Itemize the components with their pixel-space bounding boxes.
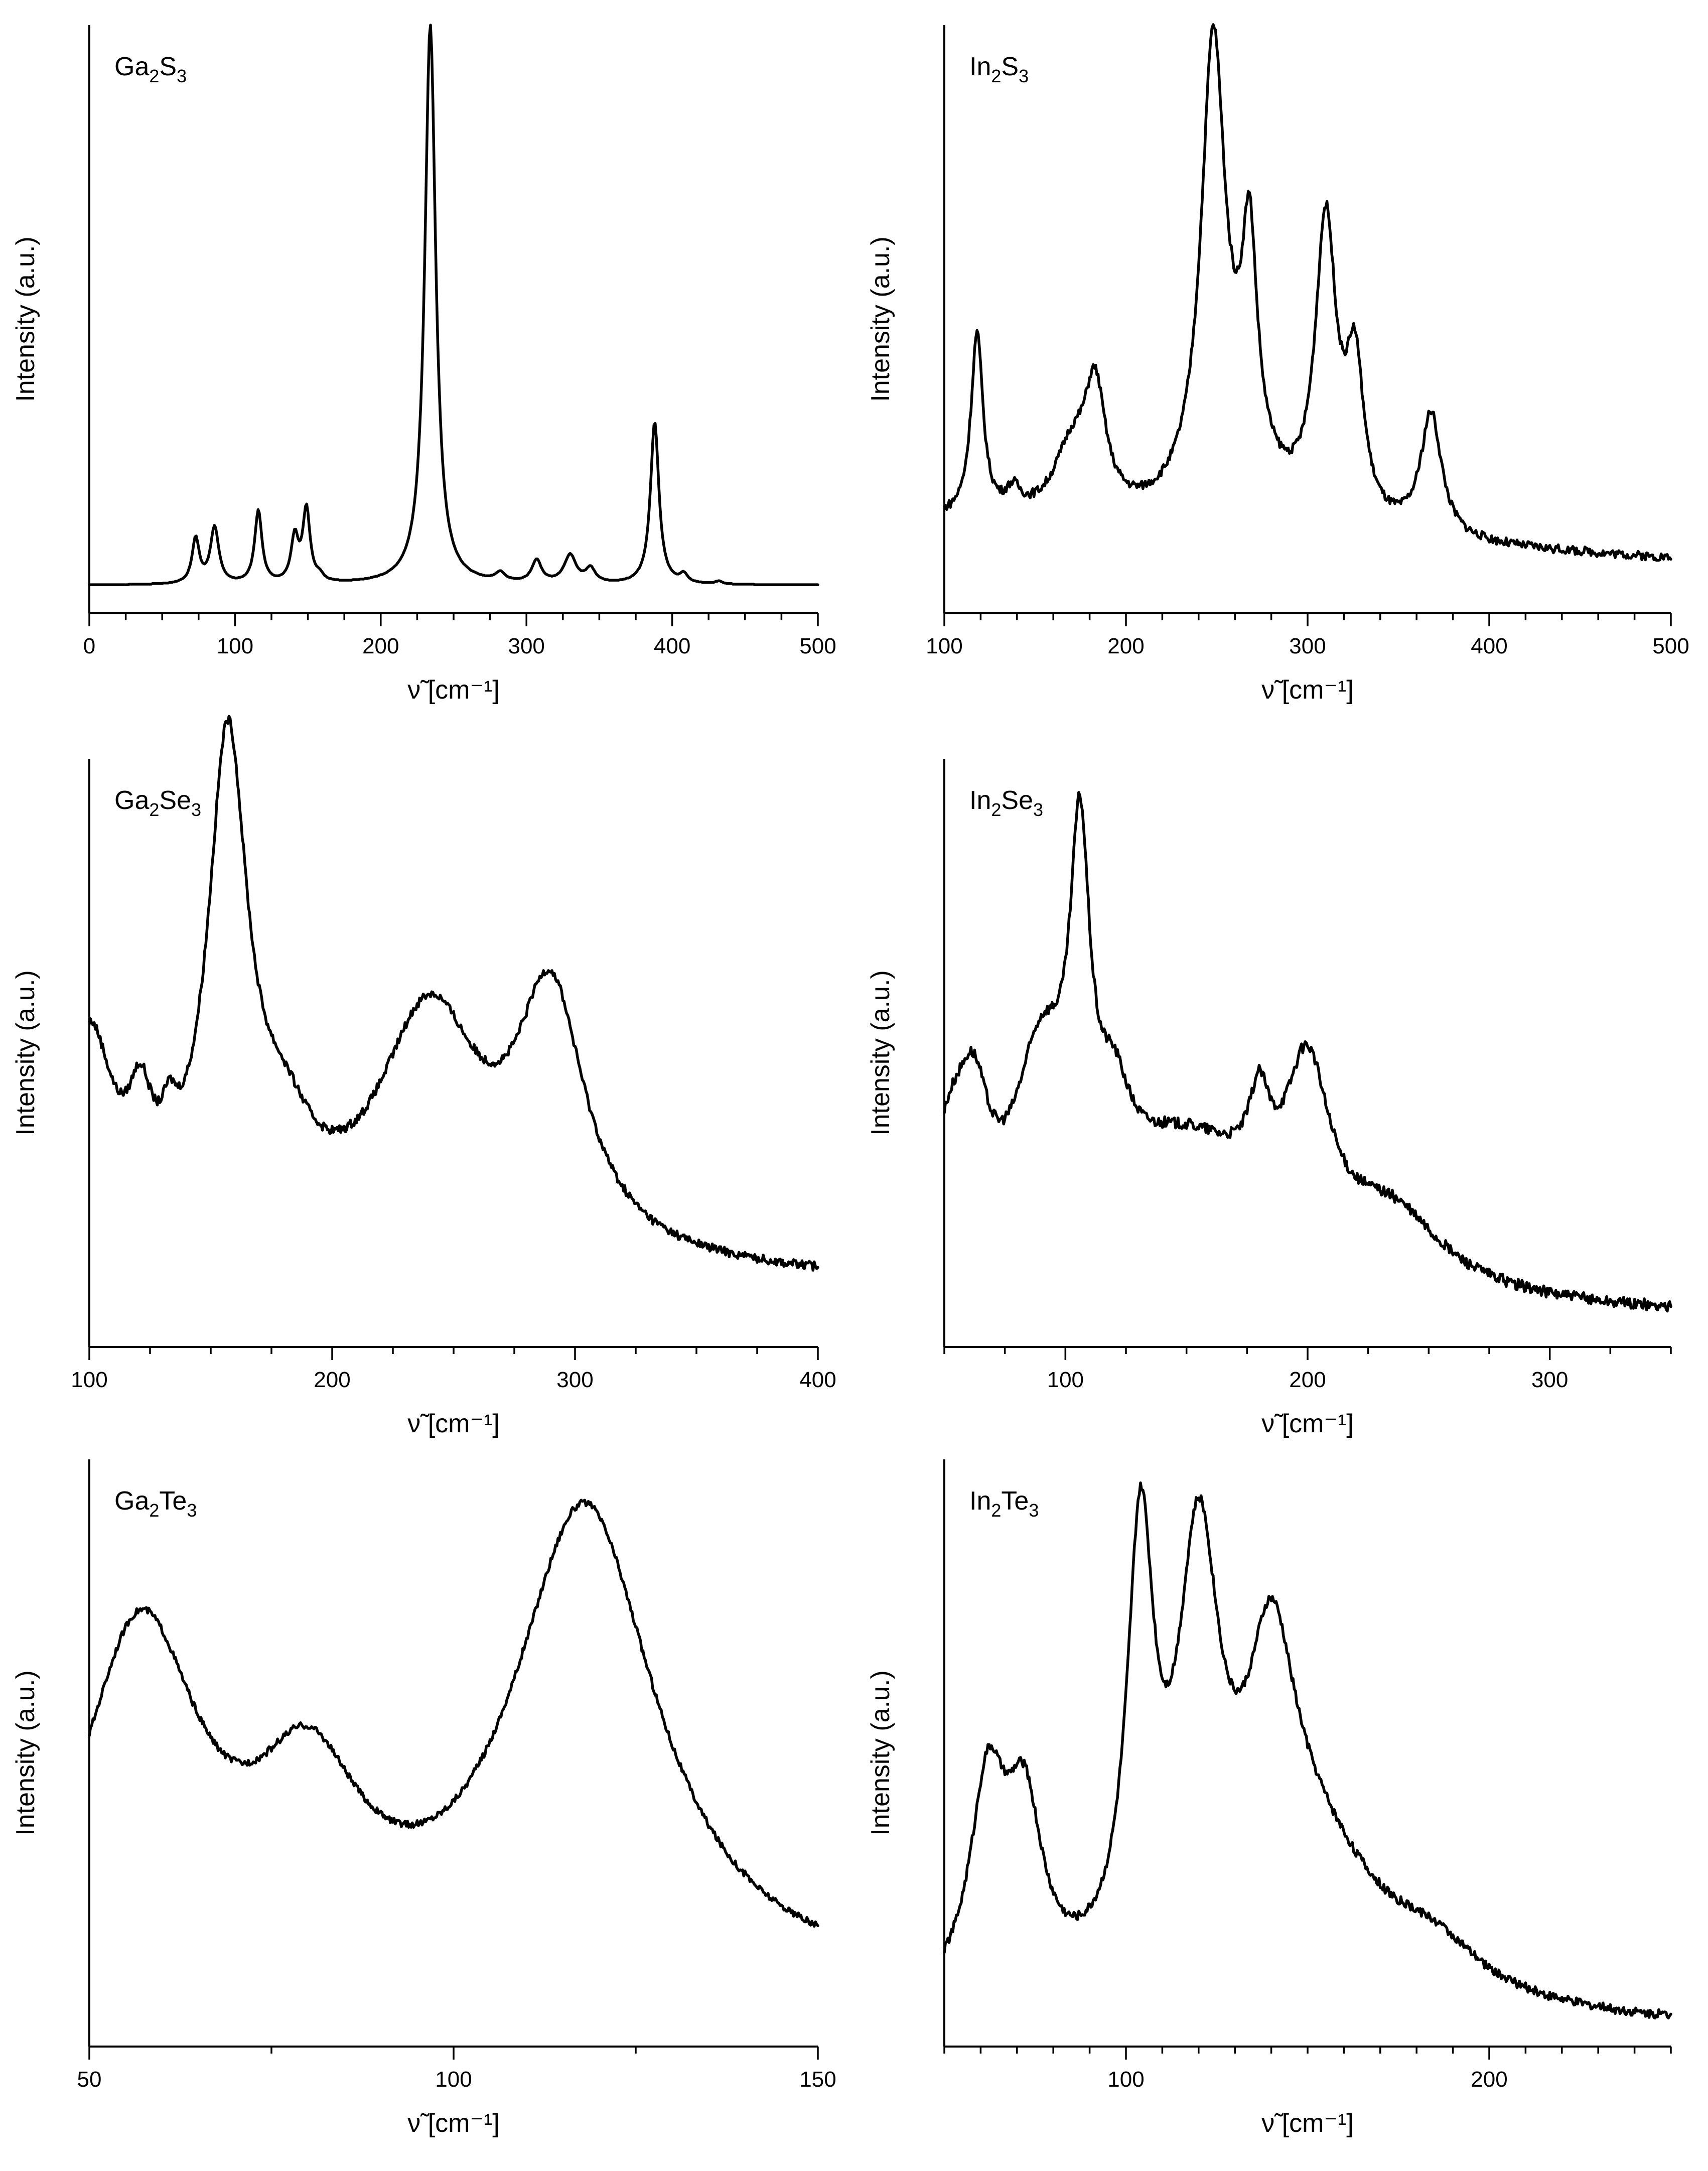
panel-title-element: Se xyxy=(1001,786,1033,815)
panel-title-subscript: 3 xyxy=(1029,1500,1039,1521)
x-axis-title: ν̃ [cm⁻¹] xyxy=(1261,675,1353,705)
spectrum-line-in2se3 xyxy=(943,791,1672,1313)
panel-title-element: Ga xyxy=(114,52,149,81)
panel-title-subscript: 3 xyxy=(1033,799,1043,820)
panel-title-element: S xyxy=(159,52,177,81)
panel-title-element: Ga xyxy=(114,786,149,815)
panel-title: Ga2Te3 xyxy=(114,1486,197,1521)
panel-title-subscript: 2 xyxy=(149,66,159,86)
x-tick-label: 400 xyxy=(654,634,690,658)
panel-title-element: Ga xyxy=(114,1486,149,1516)
x-tick-label: 500 xyxy=(1652,634,1689,658)
panel-ga2s3: 0 100 200 300 400 500 ν̃ [cm⁻¹] Intensity (a.u.… xyxy=(11,24,836,705)
x-tick-label: 200 xyxy=(314,1368,350,1392)
panel-title-subscript: 3 xyxy=(1019,66,1029,86)
x-tick-label: 300 xyxy=(1289,634,1326,658)
spectrum-line-ga2te3 xyxy=(88,1499,819,1928)
x-tick-label: 200 xyxy=(1107,634,1144,658)
x-tick-label: 100 xyxy=(435,2067,472,2092)
panel-title-element: Te xyxy=(159,1486,187,1516)
panel-title: Ga2Se3 xyxy=(114,786,201,820)
x-tick-label: 0 xyxy=(83,634,95,658)
x-tick-label: 300 xyxy=(556,1368,593,1392)
panel-title: In2Te3 xyxy=(969,1486,1039,1521)
x-tick-label: 100 xyxy=(217,634,253,658)
x-tick-label: 300 xyxy=(1531,1368,1568,1392)
panel-title-subscript: 2 xyxy=(149,1500,159,1521)
x-tick-label: 300 xyxy=(508,634,544,658)
panel-title-element: Se xyxy=(159,786,191,815)
x-axis-title: ν̃ [cm⁻¹] xyxy=(407,2109,499,2138)
panel-title-subscript: 3 xyxy=(191,799,201,820)
x-tick-label: 500 xyxy=(799,634,836,658)
panel-title: In2S3 xyxy=(969,52,1029,86)
spectrum-line-ga2s3 xyxy=(88,24,819,586)
panel-in2se3: 100 200 300 ν̃ [cm⁻¹] Intensity (a.u.) In2Se3 xyxy=(866,759,1672,1438)
panel-title-subscript: 2 xyxy=(149,799,159,820)
x-tick-label: 150 xyxy=(799,2067,836,2092)
panel-title-element: S xyxy=(1001,52,1019,81)
panel-ga2te3: 50 100 150 ν̃ [cm⁻¹] Intensity (a.u.) Ga2Te3 xyxy=(11,1459,836,2138)
x-tick-label: 100 xyxy=(1047,1368,1084,1392)
panel-title-element: In xyxy=(969,52,991,81)
y-axis-title: Intensity (a.u.) xyxy=(866,1670,895,1835)
y-axis-title: Intensity (a.u.) xyxy=(11,236,40,401)
panel-title-subscript: 3 xyxy=(177,66,187,86)
x-axis-title: ν̃ [cm⁻¹] xyxy=(407,1409,499,1438)
spectrum-line-in2s3 xyxy=(943,23,1672,562)
panel-title-subscript: 2 xyxy=(991,66,1001,86)
x-axis-title: ν̃ [cm⁻¹] xyxy=(1261,1409,1353,1438)
y-axis-title: Intensity (a.u.) xyxy=(866,970,895,1135)
panel-title-element: In xyxy=(969,786,991,815)
y-axis-title: Intensity (a.u.) xyxy=(11,970,40,1135)
panel-in2s3: 100 200 300 400 500 ν̃ [cm⁻¹] Intensity (a.u.)… xyxy=(866,23,1689,705)
x-tick-label: 50 xyxy=(77,2067,102,2092)
x-tick-label: 100 xyxy=(71,1368,107,1392)
spectrum-line-in2te3 xyxy=(943,1481,1672,2019)
panel-title: Ga2S3 xyxy=(114,52,187,86)
x-tick-label: 100 xyxy=(926,634,962,658)
x-axis-title: ν̃ [cm⁻¹] xyxy=(407,675,499,705)
panel-title-subscript: 2 xyxy=(991,1500,1001,1521)
x-tick-label: 200 xyxy=(1289,1368,1326,1392)
panel-title-element: Te xyxy=(1001,1486,1029,1516)
x-tick-label: 100 xyxy=(1107,2067,1144,2092)
panel-title-element: In xyxy=(969,1486,991,1516)
spectrum-line-ga2se3 xyxy=(88,715,819,1272)
panel-title-subscript: 2 xyxy=(991,799,1001,820)
panel-title-subscript: 3 xyxy=(187,1500,197,1521)
y-axis-title: Intensity (a.u.) xyxy=(866,236,895,401)
y-axis-title: Intensity (a.u.) xyxy=(11,1670,40,1835)
x-tick-label: 200 xyxy=(1471,2067,1507,2092)
x-tick-label: 400 xyxy=(1471,634,1507,658)
x-tick-label: 400 xyxy=(799,1368,836,1392)
x-axis-title: ν̃ [cm⁻¹] xyxy=(1261,2109,1353,2138)
panel-ga2se3: 100 200 300 400 ν̃ [cm⁻¹] Intensity (a.u.) Ga2… xyxy=(11,715,836,1438)
panel-in2te3: 100 200 ν̃ [cm⁻¹] Intensity (a.u.) In2Te3 xyxy=(866,1459,1672,2138)
panel-title: In2Se3 xyxy=(969,786,1043,820)
x-tick-label: 200 xyxy=(362,634,399,658)
